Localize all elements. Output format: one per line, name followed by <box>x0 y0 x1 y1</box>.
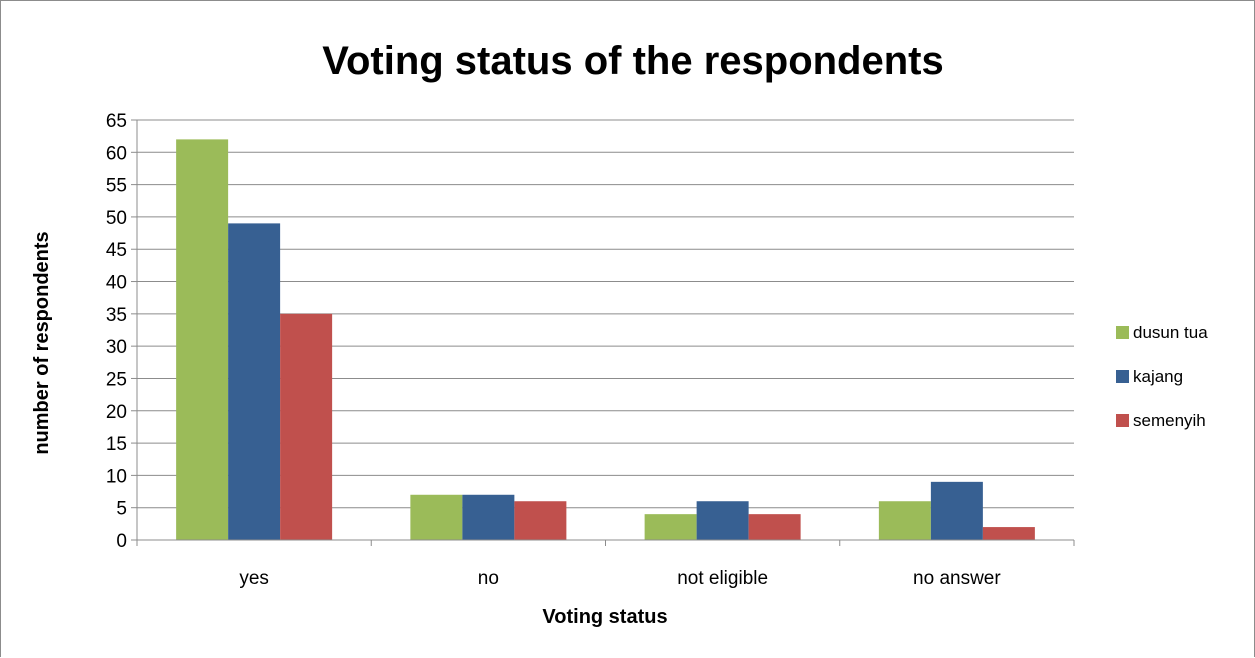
bar-dusun-tua-not-eligible <box>644 514 697 540</box>
y-tick-label: 25 <box>106 369 127 390</box>
bars <box>176 139 1035 540</box>
x-tick-label: no <box>478 568 499 589</box>
y-tick-label: 5 <box>116 499 127 520</box>
y-tick-label: 15 <box>106 434 127 455</box>
x-tick-label: yes <box>239 568 269 589</box>
bar-dusun-tua-no <box>410 494 463 540</box>
legend-swatch-semenyih <box>1116 414 1129 427</box>
bar-dusun-tua-yes <box>176 139 229 540</box>
y-tick-label: 10 <box>106 466 127 487</box>
bar-semenyih-not-eligible <box>748 514 801 540</box>
bar-dusun-tua-no-answer <box>878 501 931 540</box>
y-tick-labels: 0 5 10 15 20 25 30 35 40 45 50 55 60 65 <box>106 111 127 552</box>
y-tick-label: 0 <box>116 531 127 552</box>
legend-swatch-kajang <box>1116 370 1129 383</box>
legend: dusun tua kajang semenyih <box>1116 323 1208 430</box>
legend-label: semenyih <box>1133 411 1206 430</box>
x-tick-label: not eligible <box>677 568 768 589</box>
y-tick-label: 35 <box>106 305 127 326</box>
y-tick-label: 50 <box>106 208 127 229</box>
chart-title: Voting status of the respondents <box>322 39 944 83</box>
bar-semenyih-no-answer <box>982 527 1035 540</box>
axes <box>136 120 1075 546</box>
y-tick-label: 30 <box>106 337 127 358</box>
y-axis-title: number of respondents <box>31 231 53 454</box>
bar-kajang-not-eligible <box>696 501 749 540</box>
x-tick-labels: yes no not eligible no answer <box>239 568 1001 589</box>
bar-kajang-yes <box>228 223 281 540</box>
bar-semenyih-no <box>514 501 567 540</box>
x-axis-title: Voting status <box>542 606 667 628</box>
y-tick-label: 20 <box>106 402 127 423</box>
bar-semenyih-yes <box>280 313 333 540</box>
legend-label: dusun tua <box>1133 323 1208 342</box>
x-tick-label: no answer <box>913 568 1001 589</box>
legend-label: kajang <box>1133 367 1183 386</box>
y-tick-label: 45 <box>106 240 127 261</box>
bar-kajang-no-answer <box>930 481 983 540</box>
y-tick-label: 65 <box>106 111 127 132</box>
bar-kajang-no <box>462 494 515 540</box>
y-tick-label: 60 <box>106 143 127 164</box>
legend-swatch-dusun-tua <box>1116 326 1129 339</box>
y-tick-label: 40 <box>106 273 127 294</box>
y-tick-label: 55 <box>106 176 127 197</box>
